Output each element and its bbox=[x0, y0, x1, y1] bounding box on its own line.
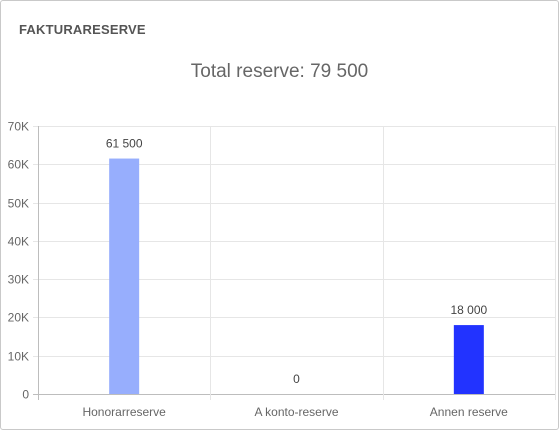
data-label: 18 000 bbox=[450, 303, 487, 317]
data-label: 61 500 bbox=[106, 137, 143, 151]
bar bbox=[453, 325, 484, 394]
x-axis-ticks: Honorarreserve A konto-reserve Annen reser… bbox=[82, 405, 508, 419]
y-tick-label: 20K bbox=[8, 311, 29, 325]
y-tick-label: 70K bbox=[8, 120, 29, 134]
y-tick-label: 60K bbox=[8, 158, 29, 172]
data-label: 0 bbox=[293, 372, 300, 386]
y-axis-ticks: 0 10K 20K 30K 40K 50K 60K 70K bbox=[8, 120, 30, 402]
y-tick-label: 40K bbox=[8, 235, 29, 249]
bar bbox=[109, 158, 140, 394]
data-labels: 61 500 0 18 000 bbox=[106, 137, 488, 386]
y-tick-label: 50K bbox=[8, 197, 29, 211]
bars bbox=[109, 158, 484, 394]
card-title: FAKTURARESERVE bbox=[19, 22, 146, 37]
chart-title: Total reserve: 79 500 bbox=[190, 61, 369, 82]
y-tick-label: 30K bbox=[8, 273, 29, 287]
x-tick-label: Honorarreserve bbox=[82, 405, 166, 419]
x-tick-label: Annen reserve bbox=[430, 405, 508, 419]
x-tick-label: A konto-reserve bbox=[254, 405, 338, 419]
y-tick-label: 10K bbox=[8, 350, 29, 364]
y-tick-label: 0 bbox=[22, 388, 29, 402]
